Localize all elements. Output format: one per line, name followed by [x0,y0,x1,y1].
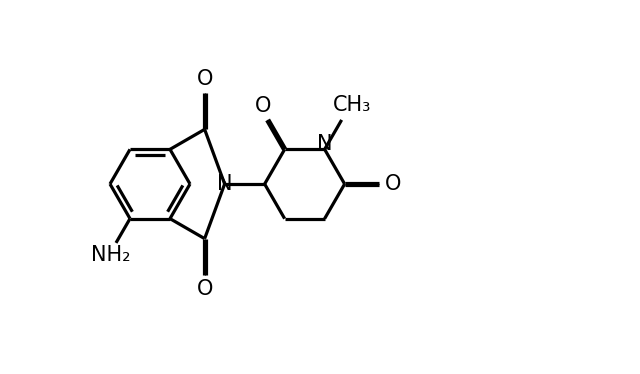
Text: O: O [385,174,401,194]
Text: CH₃: CH₃ [332,95,371,115]
Text: O: O [196,69,213,89]
Text: O: O [196,279,213,299]
Text: O: O [255,96,271,116]
Text: N: N [217,174,232,194]
Text: N: N [317,134,332,154]
Text: NH₂: NH₂ [91,245,131,265]
